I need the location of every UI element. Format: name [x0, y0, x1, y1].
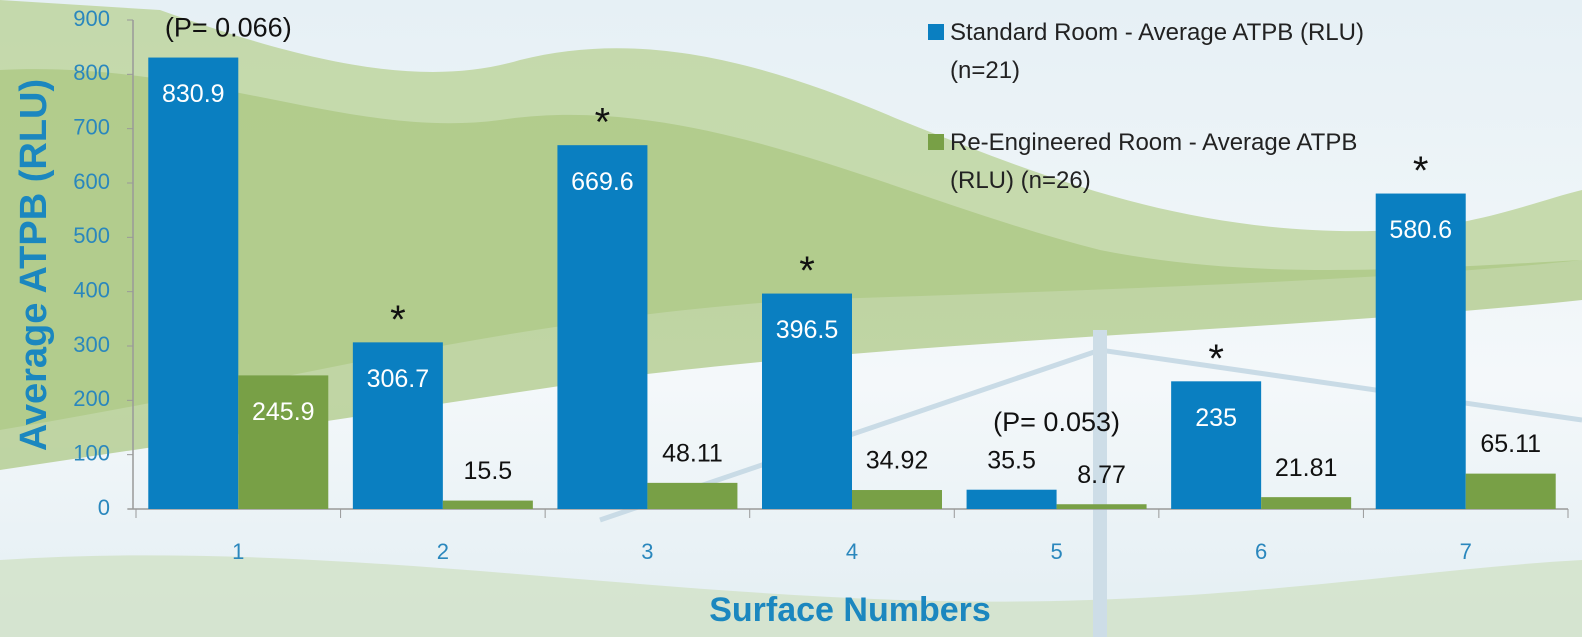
bar [557, 145, 647, 509]
annotation: * [1208, 337, 1224, 381]
x-tick-label: 7 [1460, 539, 1472, 564]
y-tick-label: 100 [73, 440, 110, 465]
value-label: 15.5 [464, 457, 513, 485]
y-tick-label: 0 [98, 495, 110, 520]
y-axis-title: Average ATPB (RLU) [13, 79, 55, 451]
bar [238, 375, 328, 509]
annotation: * [1413, 149, 1429, 193]
value-label: 8.77 [1077, 461, 1126, 489]
y-tick-label: 300 [73, 332, 110, 357]
bar [1261, 497, 1351, 509]
x-tick-label: 5 [1050, 539, 1062, 564]
bar [1171, 381, 1261, 509]
value-label: 830.9 [162, 80, 225, 108]
value-label: 21.81 [1275, 454, 1338, 482]
value-label: 65.11 [1480, 430, 1541, 458]
y-tick-label: 200 [73, 386, 110, 411]
value-label: 245.9 [252, 398, 315, 426]
x-axis-title: Surface Numbers [709, 591, 991, 629]
bar [1466, 474, 1556, 509]
bar [647, 483, 737, 509]
value-label: 235 [1195, 404, 1237, 432]
x-tick-label: 3 [641, 539, 653, 564]
legend-item: Standard Room - Average ATPB (RLU) (n=21… [950, 14, 1395, 90]
legend-label: Standard Room - Average ATPB (RLU) (n=21… [950, 19, 1364, 84]
chart: Average ATPB (RLU) Surface Numbers 0 100 2… [0, 0, 1582, 637]
y-tick-label: 600 [73, 169, 110, 194]
bar [1057, 504, 1147, 509]
value-label: 306.7 [367, 365, 430, 393]
value-label: 669.6 [571, 168, 634, 196]
value-label: 580.6 [1389, 216, 1452, 244]
x-tick-label: 6 [1255, 539, 1267, 564]
annotation: (P= 0.066) [165, 13, 292, 43]
bar [148, 58, 238, 509]
value-label: 35.5 [987, 446, 1036, 474]
legend-item: Re-Engineered Room - Average ATPB (RLU) … [950, 124, 1395, 200]
value-label: 34.92 [866, 447, 929, 475]
annotation: (P= 0.053) [993, 407, 1120, 437]
bar [967, 490, 1057, 509]
bar [852, 490, 942, 509]
y-tick-label: 500 [73, 223, 110, 248]
value-label: 396.5 [776, 316, 839, 344]
y-tick-label: 400 [73, 277, 110, 302]
legend-swatch [928, 24, 944, 40]
annotation: * [390, 298, 406, 342]
x-tick-label: 2 [437, 539, 449, 564]
legend-swatch [928, 134, 944, 150]
chart-page: Average ATPB (RLU) Surface Numbers 0 100 2… [0, 0, 1582, 637]
legend-label: Re-Engineered Room - Average ATPB (RLU) … [950, 129, 1357, 194]
annotation: * [595, 101, 611, 145]
annotation: * [799, 249, 815, 293]
y-tick-label: 800 [73, 60, 110, 85]
bar [443, 501, 533, 509]
x-tick-label: 4 [846, 539, 858, 564]
x-tick-label: 1 [232, 539, 244, 564]
y-tick-label: 700 [73, 114, 110, 139]
value-label: 48.11 [662, 439, 723, 467]
y-tick-label: 900 [73, 6, 110, 31]
